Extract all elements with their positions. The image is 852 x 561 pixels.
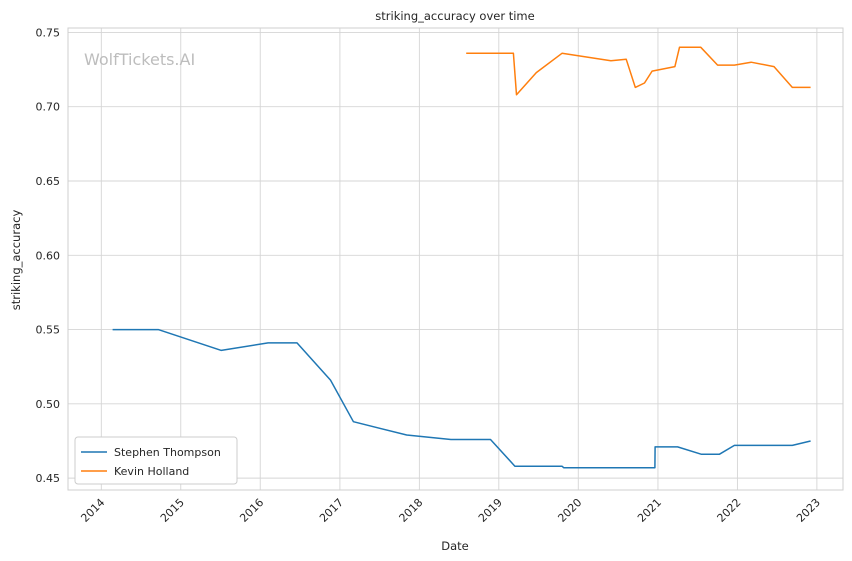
y-axis-label: striking_accuracy [9,210,23,311]
y-axis-ticks: 0.45 0.50 0.55 0.60 0.65 0.70 0.75 [36,26,61,485]
plot-area-frame [67,27,844,491]
series-line-0 [112,328,811,469]
y-tick-label: 0.60 [36,249,61,262]
chart-title: striking_accuracy over time [375,9,534,23]
y-tick-label: 0.65 [36,175,61,188]
legend-label: Kevin Holland [114,465,189,478]
legend: Stephen Thompson Kevin Holland [74,436,238,485]
legend-label: Stephen Thompson [114,446,221,459]
y-tick-label: 0.70 [36,101,61,114]
y-tick-label: 0.75 [36,26,61,39]
y-tick-label: 0.50 [36,398,61,411]
grid-lines [68,28,843,490]
series-lines [112,46,811,469]
legend-box [74,436,238,485]
y-tick-label: 0.55 [36,324,61,337]
series-line-1 [466,46,811,96]
x-axis-label: Date [441,539,469,553]
y-tick-label: 0.45 [36,472,61,485]
watermark-text: WolfTickets.AI [84,50,195,69]
